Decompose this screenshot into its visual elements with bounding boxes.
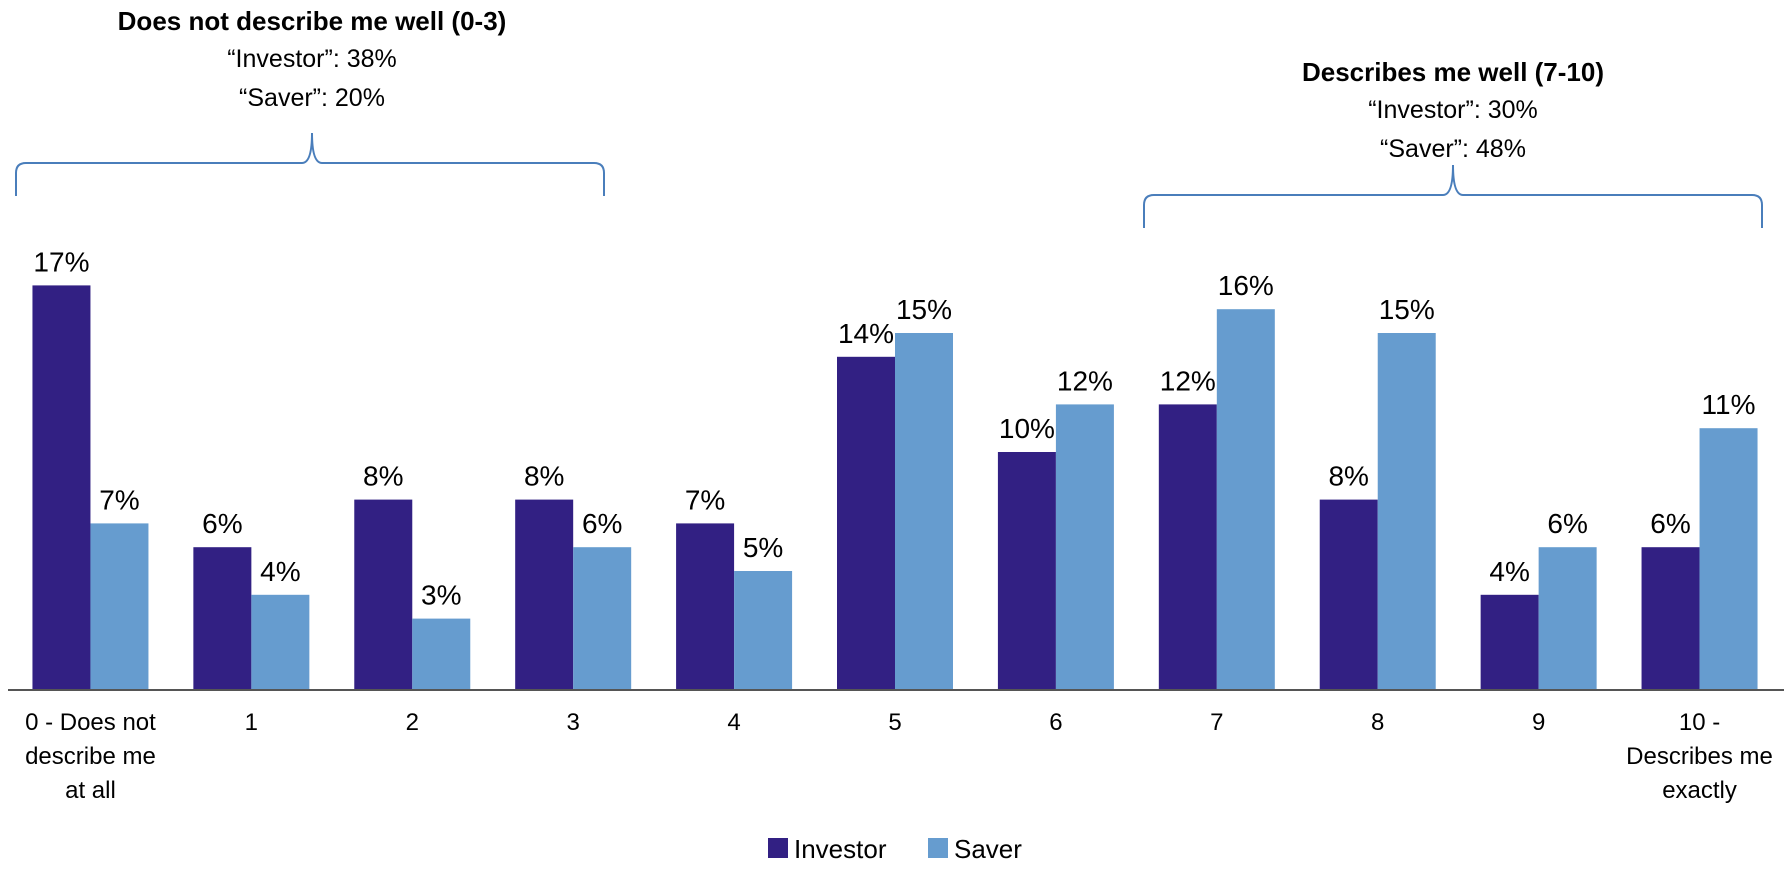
data-label-investor-2: 8%: [363, 461, 403, 492]
x-axis-tick-labels: 0 - Does not describe me at all 1 2 3 4 5 6 7 8 9 10…: [25, 709, 1773, 804]
tick-label-line: describe me: [25, 743, 156, 770]
bar-investor-7: [1158, 404, 1217, 690]
data-label-investor-5: 14%: [838, 318, 894, 349]
bar-investor-6: [997, 452, 1056, 690]
bar-saver-8: [1377, 333, 1436, 690]
data-label-saver-7: 16%: [1218, 270, 1274, 301]
data-label-saver-0: 7%: [99, 484, 139, 515]
tick-label-line: 8: [1371, 709, 1384, 736]
annotation-bracket: [15, 132, 605, 196]
tick-label-line: 10 -: [1679, 709, 1720, 736]
tick-label-line: exactly: [1662, 777, 1737, 804]
tick-label-4: 4: [727, 709, 740, 736]
bar-saver-4: [734, 571, 793, 690]
annotation-line: “Investor”: 38%: [227, 45, 397, 73]
tick-label-6: 6: [1049, 709, 1062, 736]
tick-label-line: 4: [727, 709, 740, 736]
tick-label-line: 6: [1049, 709, 1062, 736]
data-label-saver-5: 15%: [896, 294, 952, 325]
legend-swatch-saver: [928, 838, 948, 858]
data-label-investor-1: 6%: [202, 508, 242, 539]
tick-label-line: 7: [1210, 709, 1223, 736]
bar-investor-3: [515, 499, 574, 690]
bar-saver-7: [1216, 309, 1275, 690]
bar-investor-10: [1641, 547, 1700, 690]
tick-label-line: 1: [245, 709, 258, 736]
annotation-line: “Saver”: 20%: [239, 84, 385, 112]
bar-saver-9: [1538, 547, 1597, 690]
legend: Investor Saver: [768, 834, 1022, 864]
tick-label-9: 9: [1532, 709, 1545, 736]
bar-investor-9: [1480, 594, 1539, 690]
data-label-investor-7: 12%: [1160, 365, 1216, 396]
data-label-investor-9: 4%: [1489, 556, 1529, 587]
tick-label-8: 8: [1371, 709, 1384, 736]
bar-investor-4: [676, 523, 735, 690]
data-label-investor-6: 10%: [999, 413, 1055, 444]
data-label-saver-9: 6%: [1547, 508, 1587, 539]
annotation-title: Does not describe me well (0-3): [118, 6, 507, 36]
legend-label-investor: Investor: [794, 834, 887, 864]
annotation-1: Describes me well (7-10) “Investor”: 30% “…: [1143, 57, 1763, 228]
tick-label-3: 3: [567, 709, 580, 736]
data-labels: 17%6%8% 8%7%14%10%12%8%4%6%7%4%3%6%5%15%1…: [33, 246, 1755, 610]
tick-label-5: 5: [888, 709, 901, 736]
bar-investor-0: [32, 285, 91, 690]
data-label-saver-6: 12%: [1057, 365, 1113, 396]
data-label-saver-10: 11%: [1702, 389, 1756, 420]
bar-saver-6: [1055, 404, 1114, 690]
tick-label-line: 5: [888, 709, 901, 736]
annotation-line: “Investor”: 30%: [1368, 96, 1538, 124]
bar-saver-3: [573, 547, 632, 690]
bar-saver-10: [1699, 428, 1758, 690]
annotation-title: Describes me well (7-10): [1302, 57, 1604, 87]
bars: [32, 285, 1758, 690]
bar-saver-5: [895, 333, 953, 690]
bar-investor-8: [1319, 499, 1378, 690]
bar-investor-2: [354, 499, 413, 690]
tick-label-line: 9: [1532, 709, 1545, 736]
legend-swatch-investor: [768, 838, 788, 858]
bar-investor-5: [837, 356, 895, 690]
data-label-saver-8: 15%: [1379, 294, 1435, 325]
bar-saver-2: [412, 618, 471, 690]
tick-label-line: Describes me: [1626, 743, 1773, 770]
data-label-investor-4: 7%: [685, 484, 725, 515]
annotations: Does not describe me well (0-3) “Investor…: [15, 6, 1763, 228]
data-label-investor-8: 8%: [1328, 461, 1368, 492]
tick-label-0: 0 - Does not describe me at all: [25, 709, 156, 804]
tick-label-10: 10 - Describes me exactly: [1626, 709, 1773, 804]
annotation-bracket: [1143, 164, 1763, 228]
annotation-line: “Saver”: 48%: [1380, 135, 1526, 163]
data-label-investor-0: 17%: [33, 246, 89, 277]
tick-label-line: 3: [567, 709, 580, 736]
legend-label-saver: Saver: [954, 834, 1022, 864]
bar-investor-1: [193, 547, 252, 690]
data-label-saver-4: 5%: [743, 532, 783, 563]
bar-saver-0: [90, 523, 149, 690]
data-label-investor-3: 8%: [524, 461, 564, 492]
tick-label-1: 1: [245, 709, 258, 736]
data-label-saver-2: 3%: [421, 580, 461, 611]
data-label-saver-3: 6%: [582, 508, 622, 539]
tick-label-line: at all: [65, 777, 116, 804]
tick-label-line: 0 - Does not: [25, 709, 156, 736]
tick-label-2: 2: [406, 709, 419, 736]
data-label-investor-10: 6%: [1650, 508, 1690, 539]
annotation-0: Does not describe me well (0-3) “Investor…: [15, 6, 605, 196]
tick-label-line: 2: [406, 709, 419, 736]
bar-saver-1: [251, 594, 310, 690]
tick-label-7: 7: [1210, 709, 1223, 736]
data-label-saver-1: 4%: [260, 556, 300, 587]
